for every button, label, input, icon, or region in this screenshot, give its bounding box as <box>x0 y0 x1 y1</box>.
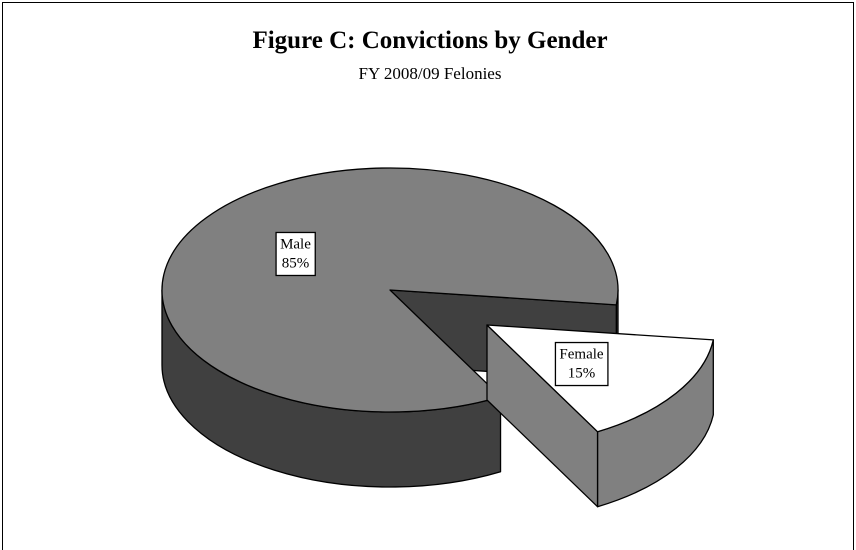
label-box <box>275 231 316 277</box>
slice-label: Male <box>280 236 311 252</box>
slice-top <box>161 167 619 413</box>
chart-title: Figure C: Convictions by Gender <box>252 27 607 54</box>
label-box <box>554 341 609 387</box>
chart-subtitle: FY 2008/09 Felonies <box>359 64 502 83</box>
slice-label: Female <box>559 347 603 363</box>
slice-value-label: 15% <box>568 366 596 382</box>
slice-value-label: 85% <box>282 255 310 271</box>
